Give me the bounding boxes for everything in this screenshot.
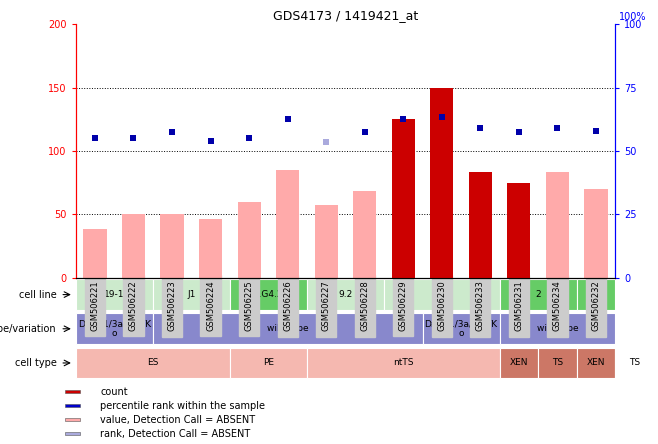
- Bar: [392, 119, 415, 278]
- Bar: [122, 214, 145, 278]
- Bar: [153, 279, 230, 310]
- Text: 19-1: 19-1: [104, 290, 124, 299]
- Bar: [576, 279, 615, 310]
- Text: Dnmt1/3a/3b-TK
o: Dnmt1/3a/3b-TK o: [78, 319, 151, 338]
- Bar: [499, 279, 576, 310]
- Text: TS: TS: [552, 358, 563, 368]
- Bar: [84, 230, 107, 278]
- Text: XEN: XEN: [510, 358, 528, 368]
- Text: wild type: wild type: [537, 324, 578, 333]
- Bar: [76, 279, 153, 310]
- Text: 100%: 100%: [619, 12, 647, 22]
- Text: cell line: cell line: [18, 289, 57, 300]
- Text: ntTS: ntTS: [393, 358, 413, 368]
- Bar: [307, 279, 384, 310]
- Bar: [64, 432, 80, 435]
- Text: PE: PE: [263, 358, 274, 368]
- Bar: [64, 404, 80, 407]
- Bar: [422, 313, 499, 344]
- Bar: [546, 172, 569, 278]
- Bar: [238, 202, 261, 278]
- Text: wild type: wild type: [267, 324, 309, 333]
- Bar: [199, 219, 222, 278]
- Text: J1G4.2: J1G4.2: [253, 290, 283, 299]
- Text: 9.2: 9.2: [338, 290, 353, 299]
- Text: genotype/variation: genotype/variation: [0, 324, 57, 334]
- Text: cell type: cell type: [14, 358, 57, 368]
- Bar: [576, 348, 615, 378]
- Bar: [64, 418, 80, 421]
- Text: count: count: [100, 387, 128, 396]
- Bar: [499, 348, 538, 378]
- Bar: [230, 348, 307, 378]
- Bar: [392, 119, 415, 278]
- Title: GDS4173 / 1419421_at: GDS4173 / 1419421_at: [273, 9, 418, 22]
- Text: ES: ES: [147, 358, 159, 368]
- Text: percentile rank within the sample: percentile rank within the sample: [100, 400, 265, 411]
- Bar: [615, 348, 654, 378]
- Text: TS: TS: [629, 358, 640, 368]
- Bar: [468, 172, 492, 278]
- Bar: [230, 279, 307, 310]
- Bar: [384, 279, 499, 310]
- Bar: [76, 313, 153, 344]
- Bar: [507, 182, 530, 278]
- Text: J1: J1: [187, 290, 195, 299]
- Bar: [538, 348, 576, 378]
- Bar: [161, 214, 184, 278]
- Text: 5: 5: [593, 290, 599, 299]
- Bar: [276, 170, 299, 278]
- Bar: [507, 182, 530, 278]
- Bar: [315, 206, 338, 278]
- Bar: [76, 348, 230, 378]
- Bar: [307, 348, 499, 378]
- Bar: [153, 313, 422, 344]
- Text: 2: 2: [536, 290, 541, 299]
- Bar: [64, 390, 80, 393]
- Bar: [584, 189, 607, 278]
- Text: XEN: XEN: [587, 358, 605, 368]
- Text: 1: 1: [439, 290, 445, 299]
- Text: Dnmt1/3a/3b-TK
o: Dnmt1/3a/3b-TK o: [424, 319, 497, 338]
- Bar: [499, 313, 615, 344]
- Text: value, Detection Call = ABSENT: value, Detection Call = ABSENT: [100, 415, 255, 425]
- Bar: [430, 88, 453, 278]
- Bar: [468, 172, 492, 278]
- Text: rank, Detection Call = ABSENT: rank, Detection Call = ABSENT: [100, 429, 251, 439]
- Bar: [430, 88, 453, 278]
- Bar: [353, 191, 376, 278]
